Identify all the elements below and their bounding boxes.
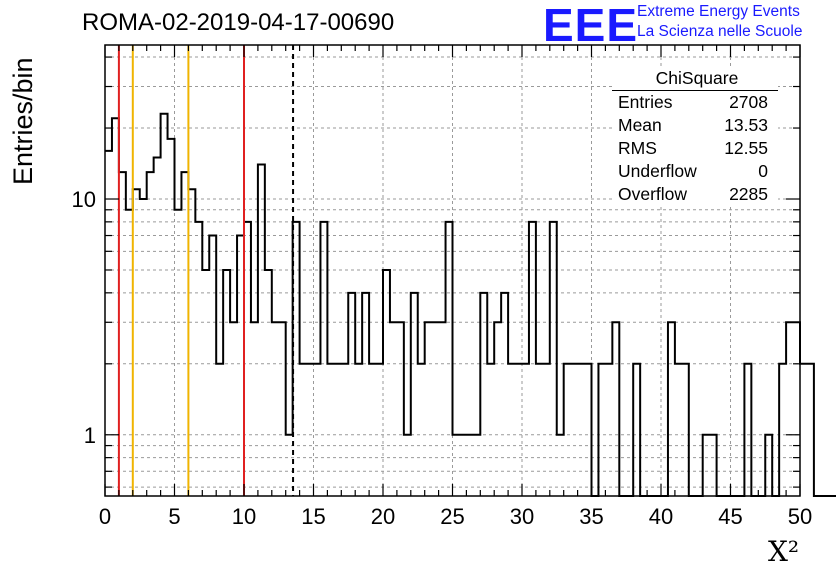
y-tick-label: 1 (84, 423, 96, 448)
x-tick-label: 0 (99, 504, 111, 529)
stats-row: Entries 2708 (612, 91, 778, 114)
x-tick-label: 40 (649, 504, 673, 529)
stats-row-value: 12.55 (724, 138, 768, 158)
stats-row-value: 13.53 (724, 115, 768, 135)
x-tick-label: 15 (301, 504, 325, 529)
x-tick-label: 25 (440, 504, 464, 529)
stats-title: ChiSquare (655, 68, 739, 88)
stats-row: RMS 12.55 (612, 137, 778, 160)
stats-row-value: 0 (758, 161, 768, 181)
stats-row-label: Overflow (618, 184, 688, 204)
logo-line1: Extreme Energy Events (637, 3, 800, 20)
x-tick-label: 20 (371, 504, 395, 529)
y-axis-label: Entries/bin (8, 57, 38, 185)
histogram-outline (105, 112, 836, 497)
stats-row-value: 2285 (729, 184, 768, 204)
x-tick-label: 35 (579, 504, 603, 529)
stats-divider (612, 90, 778, 91)
eee-logo-mark: EEE (543, 0, 639, 51)
stats-box: ChiSquare Entries 2708 Mean 13.53 RMS 12.55 Un… (612, 67, 778, 207)
stats-row: Overflow 2285 (612, 183, 778, 206)
x-tick-label: 30 (510, 504, 534, 529)
x-axis-label: X² (768, 535, 800, 568)
stats-row-label: Entries (618, 92, 673, 112)
x-tick-label: 10 (232, 504, 256, 529)
stats-row-label: Mean (618, 115, 662, 135)
stats-row-label: RMS (618, 138, 657, 158)
x-tick-label: 5 (168, 504, 180, 529)
eee-logo: EEE (543, 2, 638, 48)
stats-row-value: 2708 (729, 92, 768, 112)
logo-line2: La Scienza nelle Scuole (637, 23, 803, 40)
stats-row: Mean 13.53 (612, 114, 778, 137)
stats-row-label: Underflow (618, 161, 697, 181)
y-tick-label: 10 (72, 187, 96, 212)
run-title: ROMA-02-2019-04-17-00690 (82, 9, 395, 36)
x-tick-label: 45 (718, 504, 742, 529)
x-tick-label: 50 (788, 504, 812, 529)
stats-row: Underflow 0 (612, 160, 778, 183)
